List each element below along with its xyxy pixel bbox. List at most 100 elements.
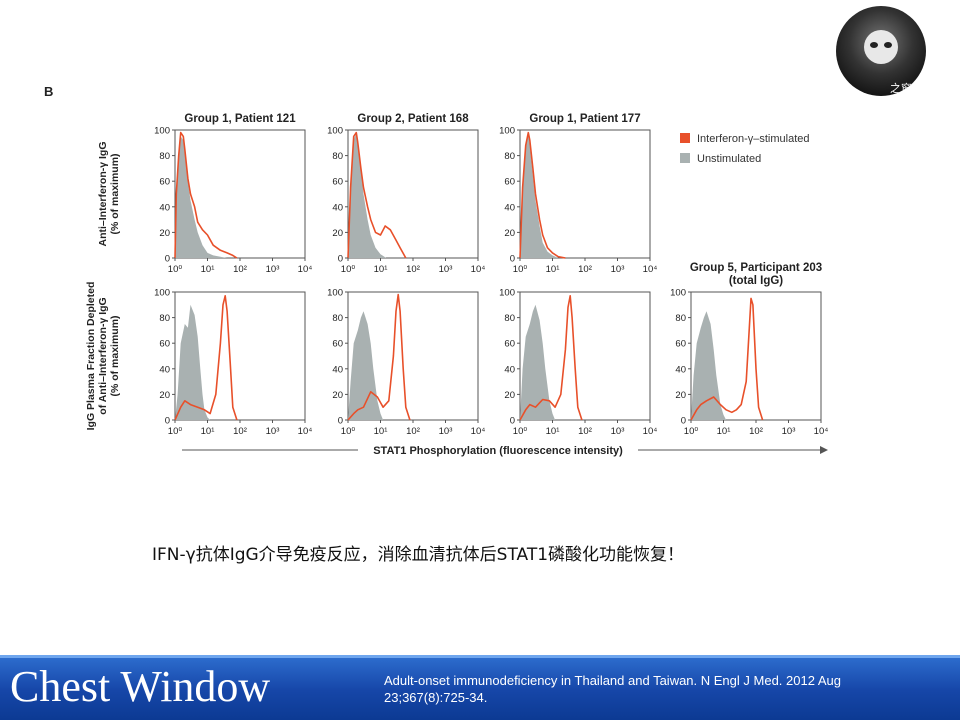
unstimulated-histogram — [691, 311, 727, 420]
unstimulated-histogram — [175, 304, 211, 420]
y-tick-label: 60 — [159, 177, 170, 188]
y-tick-label: 80 — [504, 151, 515, 162]
y-tick-label: 100 — [670, 288, 686, 299]
brand-title: Chest Window — [10, 662, 271, 711]
x-tick-label: 10² — [578, 426, 592, 437]
y-tick-label: 100 — [327, 126, 343, 137]
x-tick-label: 10² — [406, 426, 420, 437]
y-tick-label: 0 — [338, 254, 343, 265]
y-tick-label: 80 — [159, 151, 170, 162]
y-tick-label: 40 — [504, 364, 515, 375]
row-label-line: of Anti–Interferon-γ IgG — [97, 297, 109, 414]
stimulated-histogram — [690, 297, 764, 421]
flow-cytometry-figure: B 0 20 40 60 80 100 10⁰ 10¹ 10² 10³ 10⁴ Group 1, Pa… — [30, 78, 896, 470]
panel-title: Group 2, Patient 168 — [357, 113, 469, 125]
y-tick-label: 60 — [159, 339, 170, 350]
y-tick-label: 100 — [154, 288, 170, 299]
histogram-panel-4: 0 20 40 60 80 100 10⁰ 10¹ 10² 10³ 10⁴ — [154, 288, 312, 438]
x-tick-label: 10¹ — [374, 426, 388, 437]
row-label-line: (% of maximum) — [109, 153, 121, 234]
y-tick-label: 20 — [159, 390, 170, 401]
y-tick-label: 60 — [332, 339, 343, 350]
y-tick-label: 40 — [504, 202, 515, 213]
y-tick-label: 0 — [510, 416, 515, 427]
y-tick-label: 20 — [675, 390, 686, 401]
y-tick-label: 40 — [159, 202, 170, 213]
histogram-panel-6: 0 20 40 60 80 100 10⁰ 10¹ 10² 10³ 10⁴ — [499, 288, 657, 438]
stimulated-histogram — [519, 295, 583, 421]
y-tick-label: 100 — [154, 126, 170, 137]
x-tick-label: 10² — [233, 426, 247, 437]
x-tick-label: 10² — [578, 264, 592, 275]
legend-swatch — [680, 153, 690, 163]
stimulated-histogram — [347, 293, 411, 421]
y-tick-label: 40 — [675, 364, 686, 375]
histogram-grid: 0 20 40 60 80 100 10⁰ 10¹ 10² 10³ 10⁴ Group 1, Pati… — [85, 113, 828, 457]
y-tick-label: 20 — [332, 390, 343, 401]
x-tick-label: 10² — [749, 426, 763, 437]
y-tick-label: 40 — [332, 202, 343, 213]
histogram-panel-1: 0 20 40 60 80 100 10⁰ 10¹ 10² 10³ 10⁴ Group 1, Pati… — [154, 113, 312, 275]
x-tick-label: 10¹ — [546, 264, 560, 275]
histogram-panel-3: 0 20 40 60 80 100 10⁰ 10¹ 10² 10³ 10⁴ Group 1, Pati… — [499, 113, 657, 275]
y-tick-label: 0 — [338, 416, 343, 427]
citation-text: Adult-onset immunodeficiency in Thailand… — [384, 673, 841, 705]
y-tick-label: 100 — [327, 288, 343, 299]
y-tick-label: 100 — [499, 288, 515, 299]
x-tick-label: 10⁴ — [814, 426, 829, 437]
x-tick-label: 10⁰ — [684, 426, 699, 437]
legend-label: Unstimulated — [697, 153, 761, 165]
x-tick-label: 10¹ — [374, 264, 388, 275]
y-tick-label: 100 — [499, 126, 515, 137]
histogram-panel-5: 0 20 40 60 80 100 10⁰ 10¹ 10² 10³ 10⁴ — [327, 288, 485, 438]
y-tick-label: 60 — [332, 177, 343, 188]
x-axis-label: STAT1 Phosphorylation (fluorescence inte… — [373, 445, 623, 457]
y-tick-label: 60 — [504, 177, 515, 188]
y-tick-label: 20 — [504, 228, 515, 239]
y-tick-label: 80 — [159, 313, 170, 324]
legend-label: Interferon-γ–stimulated — [697, 133, 810, 145]
stimulated-histogram — [519, 131, 566, 259]
stimulated-histogram — [347, 131, 407, 259]
panel-title: Group 5, Participant 203 (total IgG) — [690, 262, 822, 287]
y-tick-label: 40 — [159, 364, 170, 375]
y-tick-label: 0 — [510, 254, 515, 265]
x-tick-label: 10⁰ — [168, 426, 183, 437]
y-tick-label: 20 — [159, 228, 170, 239]
y-tick-label: 80 — [504, 313, 515, 324]
x-tick-label: 10¹ — [201, 264, 215, 275]
stimulated-histogram — [174, 295, 238, 421]
histogram-panel-7: 0 20 40 60 80 100 10⁰ 10¹ 10² 10³ 10⁴ Group 5, Part… — [670, 262, 828, 437]
x-tick-label: 10³ — [439, 264, 453, 275]
slide-caption: IFN-γ抗体IgG介导免疫反应，消除血清抗体后STAT1磷酸化功能恢复！ — [152, 545, 685, 565]
y-tick-label: 0 — [681, 416, 686, 427]
x-tick-label: 10⁴ — [643, 264, 658, 275]
unstimulated-histogram — [348, 132, 387, 258]
x-axis-arrowhead — [820, 446, 828, 454]
x-tick-label: 10³ — [266, 264, 280, 275]
panel-title: Group 1, Patient 121 — [184, 113, 296, 125]
x-tick-label: 10¹ — [201, 426, 215, 437]
x-tick-label: 10² — [233, 264, 247, 275]
x-tick-label: 10⁴ — [471, 264, 486, 275]
y-tick-label: 80 — [332, 151, 343, 162]
x-tick-label: 10⁰ — [341, 426, 356, 437]
x-tick-label: 10⁰ — [341, 264, 356, 275]
x-tick-label: 10¹ — [717, 426, 731, 437]
unstimulated-histogram — [175, 136, 228, 258]
x-tick-label: 10⁴ — [298, 264, 313, 275]
row-label-line: (% of maximum) — [109, 315, 121, 396]
x-tick-label: 10⁴ — [298, 426, 313, 437]
x-tick-label: 10⁰ — [513, 426, 528, 437]
x-tick-label: 10³ — [611, 426, 625, 437]
face-icon — [864, 30, 898, 64]
panel-title: Group 1, Patient 177 — [529, 113, 640, 125]
y-tick-label: 0 — [165, 416, 170, 427]
x-tick-label: 10⁰ — [513, 264, 528, 275]
x-tick-label: 10³ — [266, 426, 280, 437]
unstimulated-histogram — [348, 311, 384, 420]
x-tick-label: 10³ — [782, 426, 796, 437]
y-tick-label: 20 — [504, 390, 515, 401]
x-tick-label: 10⁰ — [168, 264, 183, 275]
x-tick-label: 10³ — [611, 264, 625, 275]
